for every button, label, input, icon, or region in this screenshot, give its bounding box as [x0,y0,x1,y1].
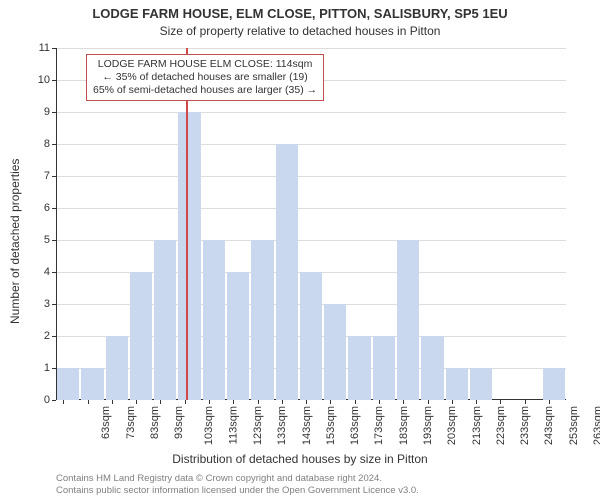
bar [470,368,492,400]
x-tick-label: 203sqm [446,406,458,445]
y-tick-mark [52,80,56,81]
x-tick-mark [549,400,550,404]
x-tick-label: 73sqm [125,406,137,439]
y-tick-label: 7 [10,170,50,182]
bar [373,336,395,400]
y-tick-label: 4 [10,266,50,278]
x-tick-label: 213sqm [471,406,483,445]
x-tick-mark [233,400,234,404]
y-tick-label: 1 [10,362,50,374]
y-tick-mark [52,304,56,305]
x-tick-label: 83sqm [149,406,161,439]
x-tick-mark [428,400,429,404]
bar [300,272,322,400]
x-tick-label: 163sqm [349,406,361,445]
x-tick-label: 63sqm [100,406,112,439]
bar [106,336,128,400]
bar [446,368,468,400]
bar [276,144,298,400]
x-tick-mark [63,400,64,404]
bar [543,368,565,400]
x-tick-label: 123sqm [252,406,264,445]
y-tick-label: 9 [10,106,50,118]
y-tick-label: 5 [10,234,50,246]
bar [421,336,443,400]
y-tick-mark [52,368,56,369]
y-tick-label: 11 [10,42,50,54]
bar [227,272,249,400]
x-tick-mark [136,400,137,404]
annotation-line-3: 65% of semi-detached houses are larger (… [93,84,317,97]
x-tick-mark [525,400,526,404]
y-tick-mark [52,176,56,177]
x-tick-mark [258,400,259,404]
y-tick-label: 10 [10,74,50,86]
x-tick-label: 243sqm [544,406,556,445]
x-tick-label: 183sqm [398,406,410,445]
y-tick-label: 6 [10,202,50,214]
x-tick-label: 233sqm [519,406,531,445]
y-tick-mark [52,240,56,241]
y-tick-mark [52,48,56,49]
x-tick-mark [500,400,501,404]
y-tick-label: 8 [10,138,50,150]
chart-plot-area: LODGE FARM HOUSE ELM CLOSE: 114sqm ← 35%… [56,48,566,400]
y-tick-mark [52,336,56,337]
x-tick-label: 113sqm [227,406,239,444]
credits-line-1: Contains HM Land Registry data © Crown c… [56,473,419,484]
x-tick-mark [330,400,331,404]
y-tick-mark [52,144,56,145]
x-tick-label: 133sqm [276,406,288,445]
x-tick-mark [452,400,453,404]
bar [154,240,176,400]
x-tick-mark [403,400,404,404]
bar [57,368,79,400]
bar [81,368,103,400]
y-tick-label: 2 [10,330,50,342]
x-tick-label: 223sqm [495,406,507,445]
credits: Contains HM Land Registry data © Crown c… [56,473,419,496]
bar [397,240,419,400]
x-tick-mark [476,400,477,404]
bar [203,240,225,400]
x-tick-label: 153sqm [325,406,337,445]
annotation-box: LODGE FARM HOUSE ELM CLOSE: 114sqm ← 35%… [86,54,324,101]
y-tick-mark [52,400,56,401]
x-tick-label: 263sqm [592,406,600,445]
x-tick-mark [282,400,283,404]
y-tick-mark [52,112,56,113]
x-tick-mark [379,400,380,404]
page-subtitle: Size of property relative to detached ho… [0,24,600,38]
bar [251,240,273,400]
x-tick-mark [355,400,356,404]
bar [130,272,152,400]
bar [324,304,346,400]
x-tick-mark [160,400,161,404]
y-tick-label: 0 [10,394,50,406]
y-tick-mark [52,208,56,209]
bar [178,112,200,400]
x-tick-label: 103sqm [204,406,216,445]
x-axis-label: Distribution of detached houses by size … [0,452,600,466]
page-title: LODGE FARM HOUSE, ELM CLOSE, PITTON, SAL… [0,6,600,21]
x-tick-mark [88,400,89,404]
annotation-line-2: ← 35% of detached houses are smaller (19… [93,71,317,84]
x-tick-mark [306,400,307,404]
bar [348,336,370,400]
x-tick-mark [112,400,113,404]
x-tick-label: 193sqm [422,406,434,445]
x-tick-mark [209,400,210,404]
y-tick-mark [52,272,56,273]
x-tick-mark [185,400,186,404]
credits-line-2: Contains public sector information licen… [56,485,419,496]
y-tick-label: 3 [10,298,50,310]
x-tick-label: 143sqm [301,406,313,445]
annotation-line-1: LODGE FARM HOUSE ELM CLOSE: 114sqm [93,58,317,71]
x-tick-label: 253sqm [568,406,580,445]
x-tick-label: 173sqm [374,406,386,445]
x-tick-label: 93sqm [173,406,185,439]
